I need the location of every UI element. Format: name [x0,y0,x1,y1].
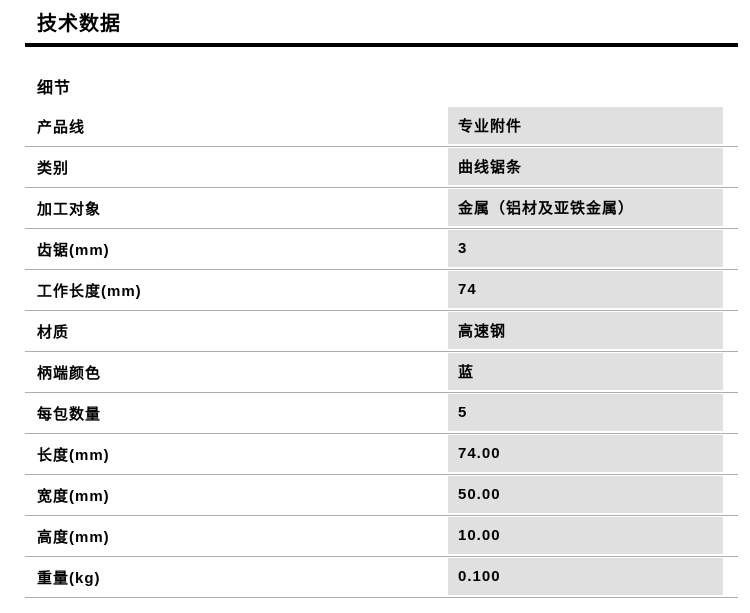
row-label: 类别 [37,159,70,177]
row-value: 5 [448,393,723,433]
page-title: 技术数据 [25,0,738,47]
row-label: 柄端颜色 [37,364,102,382]
table-row: 柄端颜色 蓝 [25,352,738,393]
row-label: 产品线 [37,118,86,136]
spec-section: 技术数据 细节 产品线 专业附件 类别 曲线锯条 加工对象 金属（铝材及亚铁金属… [25,0,738,598]
row-label: 材质 [37,323,70,341]
row-value: 74.00 [448,434,723,474]
row-label: 长度(mm) [37,446,110,464]
row-label: 齿锯(mm) [37,241,110,259]
table-row: 重量(kg) 0.100 [25,557,738,598]
row-label: 重量(kg) [37,569,101,587]
row-label: 宽度(mm) [37,487,110,505]
table-row: 工作长度(mm) 74 [25,270,738,311]
table-row: 材质 高速钢 [25,311,738,352]
row-label: 工作长度(mm) [37,282,142,300]
row-value: 专业附件 [448,106,723,146]
section-subtitle: 细节 [37,80,72,97]
row-value: 74 [448,270,723,310]
row-value: 3 [448,229,723,269]
spec-table: 产品线 专业附件 类别 曲线锯条 加工对象 金属（铝材及亚铁金属） 齿锯(mm)… [25,106,738,598]
row-value: 曲线锯条 [448,147,723,187]
row-value: 50.00 [448,475,723,515]
table-row: 长度(mm) 74.00 [25,434,738,475]
row-value: 金属（铝材及亚铁金属） [448,188,723,228]
table-row: 每包数量 5 [25,393,738,434]
table-row: 高度(mm) 10.00 [25,516,738,557]
row-value: 0.100 [448,557,723,597]
row-label: 每包数量 [37,405,102,423]
row-value: 高速钢 [448,311,723,351]
row-label: 高度(mm) [37,528,110,546]
row-value: 蓝 [448,352,723,392]
row-value: 10.00 [448,516,723,556]
table-row: 宽度(mm) 50.00 [25,475,738,516]
table-row: 加工对象 金属（铝材及亚铁金属） [25,188,738,229]
row-label: 加工对象 [37,200,102,218]
table-row: 产品线 专业附件 [25,106,738,147]
table-row: 齿锯(mm) 3 [25,229,738,270]
table-row: 类别 曲线锯条 [25,147,738,188]
